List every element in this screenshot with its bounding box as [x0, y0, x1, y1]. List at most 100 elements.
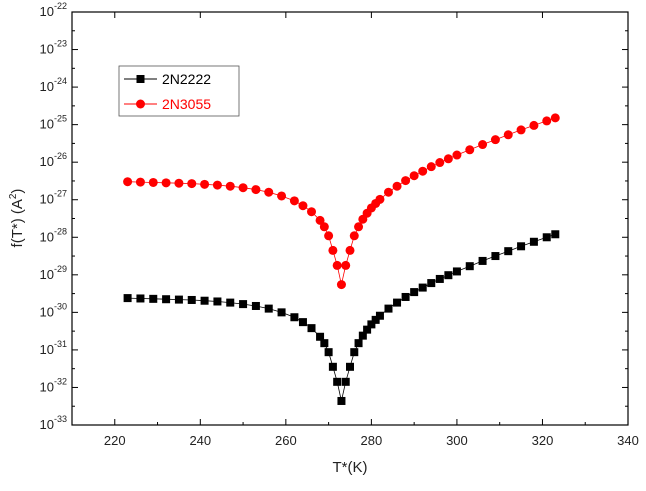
data-point — [350, 348, 359, 357]
x-tick-label: 240 — [189, 433, 211, 448]
data-point — [136, 294, 145, 303]
y-tick-label: 10-23 — [40, 39, 67, 57]
data-point — [238, 183, 248, 193]
data-point — [354, 339, 363, 348]
series-2N2222 — [123, 230, 560, 405]
data-point — [225, 181, 235, 191]
y-tick-label: 10-29 — [40, 264, 67, 282]
data-point — [358, 331, 367, 340]
data-point — [443, 154, 453, 164]
data-point — [320, 339, 329, 348]
data-point — [123, 294, 132, 303]
data-point — [516, 125, 526, 135]
data-point — [324, 231, 334, 241]
data-point — [504, 247, 513, 256]
data-point — [328, 362, 337, 371]
data-point — [251, 301, 260, 310]
data-point — [290, 313, 299, 322]
data-point — [409, 171, 419, 181]
data-point — [277, 308, 286, 317]
data-point — [123, 177, 133, 187]
data-point — [174, 178, 184, 188]
data-point — [410, 288, 419, 297]
data-point — [551, 230, 560, 239]
data-point — [332, 260, 342, 270]
data-point — [315, 215, 325, 225]
data-point — [200, 179, 210, 189]
data-point — [401, 292, 410, 301]
y-tick-label: 10-28 — [40, 226, 67, 244]
data-point — [435, 158, 445, 168]
data-point — [452, 150, 462, 160]
y-tick-label: 10-25 — [40, 114, 67, 132]
y-tick-label: 10-31 — [40, 339, 67, 357]
data-point — [336, 280, 346, 290]
data-point — [452, 267, 461, 276]
data-point — [392, 181, 402, 191]
data-point — [529, 237, 538, 246]
y-tick-label: 10-33 — [40, 414, 67, 432]
data-point — [277, 191, 287, 201]
data-point — [346, 362, 354, 371]
y-tick-label: 10-30 — [40, 301, 67, 319]
data-point — [490, 135, 500, 145]
x-tick-labels: 220 240 260 280 300 320 340 — [104, 433, 639, 448]
data-point — [427, 279, 436, 288]
data-point — [478, 256, 487, 265]
series-2N3055 — [123, 113, 560, 290]
x-tick-label: 320 — [532, 433, 554, 448]
data-point — [393, 298, 402, 307]
y-axis-title: f(T*) (A2) — [8, 189, 26, 248]
data-point — [345, 245, 355, 255]
data-point — [174, 295, 183, 304]
data-point — [384, 304, 393, 313]
data-point — [316, 332, 325, 341]
data-point — [135, 177, 145, 187]
x-tick-label: 260 — [275, 433, 297, 448]
data-point — [341, 260, 351, 270]
data-point — [162, 295, 171, 304]
data-point — [375, 311, 384, 320]
data-point — [213, 297, 222, 306]
data-point — [418, 283, 427, 292]
data-point — [444, 271, 453, 280]
data-point — [542, 233, 551, 242]
y-tick-labels: 10-22 10-23 10-24 10-25 10-26 10-27 10-28 10-29… — [40, 1, 67, 432]
data-point — [239, 300, 248, 309]
y-tick-label: 10-27 — [40, 189, 67, 207]
plot-frame — [71, 11, 629, 426]
legend-item-2N2222: 2N2222 — [124, 71, 211, 87]
data-point — [187, 295, 196, 304]
legend-label-2N3055: 2N3055 — [162, 96, 211, 112]
data-point — [367, 320, 376, 329]
data-point — [149, 294, 158, 303]
data-point — [375, 194, 385, 204]
data-point — [478, 140, 488, 150]
x-tick-label: 300 — [446, 433, 468, 448]
y-tick-label: 10-32 — [40, 376, 67, 394]
data-point — [363, 325, 372, 334]
series-layer — [123, 113, 560, 405]
y-tick-label: 10-26 — [40, 151, 67, 169]
x-axis-title: T*(K) — [333, 459, 368, 476]
data-point — [383, 187, 393, 197]
x-tick-label: 220 — [104, 433, 126, 448]
legend-item-2N3055: 2N3055 — [124, 96, 211, 112]
legend: 2N2222 2N3055 — [118, 65, 240, 117]
data-point — [435, 274, 444, 283]
data-point — [337, 396, 346, 405]
y-tick-label: 10-22 — [40, 1, 67, 19]
data-point — [401, 176, 411, 186]
data-point — [161, 178, 171, 188]
data-point — [307, 207, 317, 217]
data-point — [200, 296, 209, 305]
x-tick-label: 280 — [361, 433, 383, 448]
x-tick-label: 340 — [617, 433, 639, 448]
data-point — [333, 377, 342, 386]
data-point — [251, 185, 261, 195]
data-point — [491, 252, 500, 261]
data-point — [319, 222, 329, 232]
data-point — [298, 201, 308, 211]
